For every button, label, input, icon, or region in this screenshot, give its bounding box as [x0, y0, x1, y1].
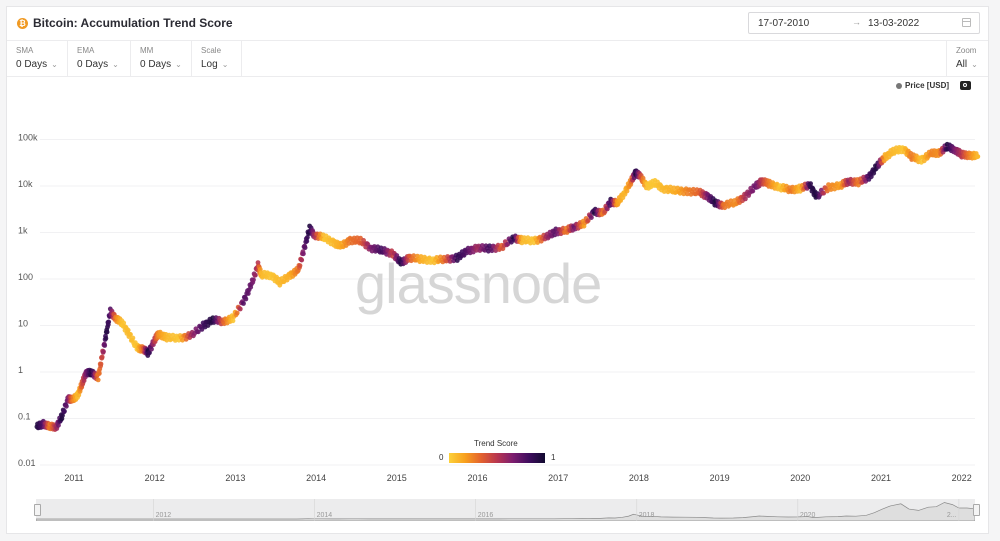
date-from-input[interactable]: 17-07-2010 [758, 18, 810, 29]
chevron-down-icon: ⌄ [51, 60, 58, 69]
zoom-select[interactable]: Zoom All ⌄ [946, 41, 988, 76]
navigator-year-label: 2012 [155, 512, 172, 519]
colorbar-min-label: 0 [439, 453, 444, 462]
price-scatter-series [34, 141, 981, 432]
y-tick-label: 1k [18, 226, 28, 236]
navigator-year-label: 2014 [316, 512, 333, 519]
x-tick-label: 2013 [225, 473, 245, 483]
y-tick-label: 0.1 [18, 412, 31, 422]
x-tick-label: 2018 [629, 473, 649, 483]
x-axis: 2011 2012 2013 2014 2015 2016 2017 2018 2019 2020… [64, 473, 971, 483]
calendar-icon[interactable] [962, 18, 971, 27]
chevron-down-icon: ⌄ [221, 60, 229, 69]
ema-value: 0 Days [77, 59, 109, 70]
chart-title: Bitcoin: Accumulation Trend Score [33, 16, 233, 30]
navigator-year-label: 2018 [638, 512, 655, 519]
mm-label: MM [140, 46, 154, 55]
y-tick-label: 100k [18, 133, 38, 143]
y-tick-label: 1 [18, 365, 23, 375]
controls-bar: SMA 0 Days ⌄ EMA 0 Days ⌄ MM 0 Days ⌄ Scale… [7, 41, 988, 77]
scale-label: Scale [201, 46, 222, 55]
title-bar: ₿ Bitcoin: Accumulation Trend Score 17-0… [7, 7, 988, 41]
y-tick-label: 10k [18, 179, 33, 189]
date-to-input[interactable]: 13-03-2022 [868, 18, 920, 29]
y-tick-label: 10 [18, 319, 28, 329]
date-range-picker[interactable]: 17-07-2010 → 13-03-2022 [748, 12, 980, 34]
scale-select[interactable]: Scale Log ⌄ [192, 41, 242, 76]
navigator-year-label: 2020 [799, 512, 816, 519]
chart-card: ₿ Bitcoin: Accumulation Trend Score 17-0… [6, 6, 989, 534]
y-tick-label: 100 [18, 272, 33, 282]
chevron-down-icon: ⌄ [971, 60, 978, 69]
navigator-left-handle[interactable] [34, 504, 41, 516]
x-tick-label: 2020 [790, 473, 810, 483]
x-tick-label: 2015 [387, 473, 407, 483]
mm-value: 0 Days [140, 59, 172, 70]
ema-select[interactable]: EMA 0 Days ⌄ [68, 41, 131, 76]
navigator-right-handle[interactable] [973, 504, 980, 516]
range-navigator[interactable] [36, 499, 975, 521]
zoom-value: All [956, 59, 968, 70]
sma-label: SMA [16, 46, 34, 55]
navigator-year-label: 2... [946, 512, 957, 519]
sma-value: 0 Days [16, 59, 48, 70]
x-tick-label: 2022 [952, 473, 972, 483]
zoom-label: Zoom [956, 46, 977, 55]
x-tick-label: 2021 [871, 473, 891, 483]
legend-dot-icon [896, 82, 902, 89]
chevron-down-icon: ⌄ [175, 60, 182, 69]
x-tick-label: 2011 [64, 473, 83, 483]
camera-icon[interactable] [960, 81, 971, 90]
scale-value: Log [201, 59, 218, 70]
colorbar-gradient [449, 453, 545, 463]
colorbar-max-label: 1 [551, 453, 556, 462]
x-tick-label: 2019 [710, 473, 730, 483]
sma-select[interactable]: SMA 0 Days ⌄ [7, 41, 68, 76]
ema-label: EMA [77, 46, 95, 55]
x-tick-label: 2012 [145, 473, 165, 483]
glassnode-watermark: glassnode [355, 252, 601, 315]
x-tick-label: 2017 [548, 473, 568, 483]
colorbar-title: Trend Score [474, 439, 518, 448]
y-tick-label: 0.01 [18, 458, 36, 468]
arrow-right-icon: → [852, 17, 861, 27]
x-tick-label: 2014 [306, 473, 326, 483]
legend-price-usd[interactable]: Price [USD] [896, 81, 949, 90]
y-axis: 0.01 0.1 1 10 100 1k 10k 100k [18, 133, 38, 469]
legend-label: Price [USD] [905, 81, 950, 90]
chevron-down-icon: ⌄ [112, 60, 119, 69]
mm-select[interactable]: MM 0 Days ⌄ [131, 41, 192, 76]
navigator-year-label: 2016 [477, 512, 494, 519]
grid-lines [40, 139, 975, 466]
bitcoin-icon: ₿ [17, 18, 28, 29]
x-tick-label: 2016 [467, 473, 487, 483]
navigator-mini-chart [36, 499, 975, 521]
